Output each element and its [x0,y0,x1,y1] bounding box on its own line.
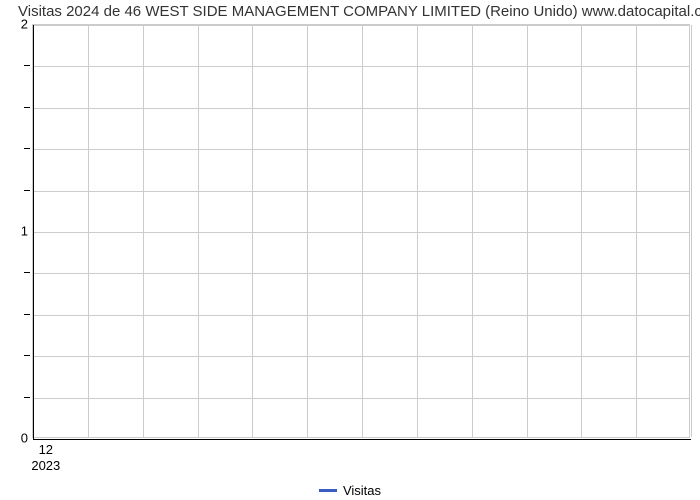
grid-line-h [33,25,689,26]
grid-line-v [88,25,89,437]
grid-line-v [198,25,199,437]
x-tick-month: 12 [39,442,53,457]
legend-swatch [319,489,337,492]
legend: Visitas [0,482,700,498]
y-tick-label: 2 [0,17,28,32]
grid-line-v [581,25,582,437]
grid-line-h [33,273,689,274]
grid-line-h [33,149,689,150]
grid-line-h [33,232,689,233]
y-axis-line [33,25,34,439]
grid-line-v [691,25,692,437]
y-tick-minor [24,65,30,66]
grid-line-h [33,398,689,399]
grid-line-v [417,25,418,437]
grid-line-h [33,315,689,316]
grid-line-v [636,25,637,437]
grid-line-v [472,25,473,437]
x-axis-line [33,439,691,440]
grid-line-v [527,25,528,437]
grid-line-h [33,356,689,357]
y-tick-minor [24,107,30,108]
legend-label: Visitas [343,483,381,498]
x-tick-year: 2023 [31,458,60,473]
plot-area [32,24,690,438]
grid-line-h [33,191,689,192]
y-tick-minor [24,397,30,398]
y-tick-minor [24,314,30,315]
y-tick-label: 1 [0,224,28,239]
y-tick-minor [24,148,30,149]
grid-line-v [252,25,253,437]
y-tick-minor [24,272,30,273]
y-tick-minor [24,355,30,356]
grid-line-v [307,25,308,437]
grid-line-v [143,25,144,437]
chart-container: Visitas 2024 de 46 WEST SIDE MANAGEMENT … [0,0,700,500]
grid-line-h [33,66,689,67]
grid-line-h [33,108,689,109]
grid-line-v [362,25,363,437]
y-tick-minor [24,190,30,191]
chart-title: Visitas 2024 de 46 WEST SIDE MANAGEMENT … [18,3,700,20]
y-tick-label: 0 [0,431,28,446]
